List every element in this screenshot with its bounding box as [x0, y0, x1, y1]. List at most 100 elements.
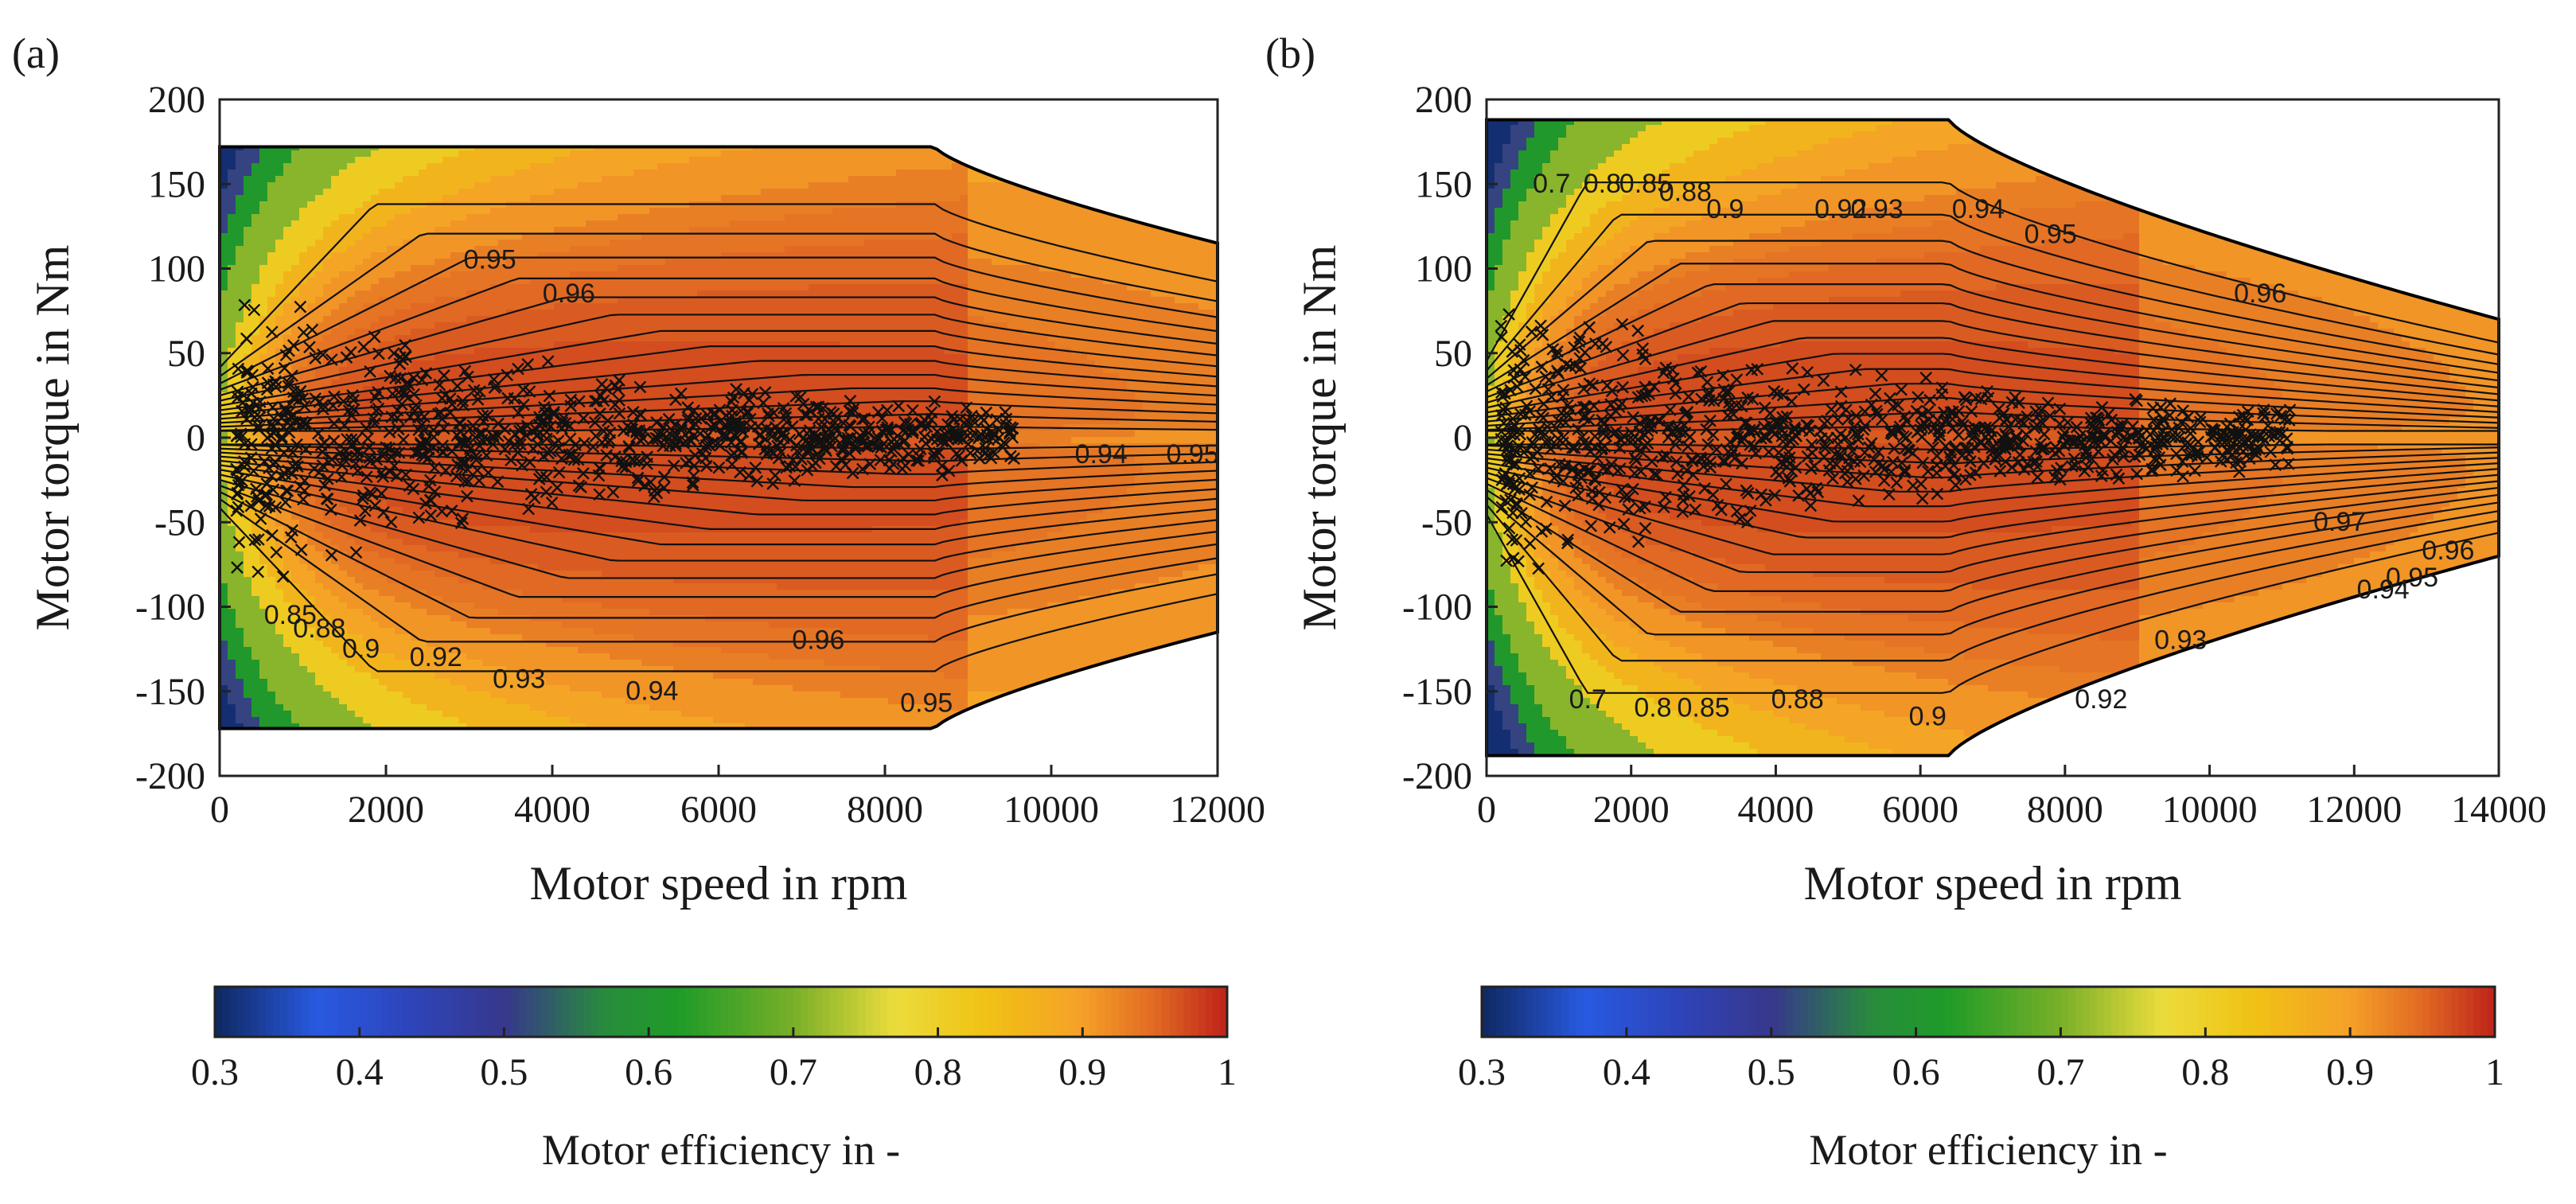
efficiency-cell	[538, 303, 547, 310]
efficiency-cell	[363, 176, 372, 183]
efficiency-cell	[339, 666, 348, 673]
efficiency-cell	[490, 354, 499, 361]
efficiency-cell	[387, 762, 396, 769]
efficiency-cell	[251, 577, 260, 584]
efficiency-cell	[450, 169, 459, 177]
efficiency-cell	[275, 742, 284, 750]
efficiency-cell	[490, 233, 499, 240]
efficiency-cell	[355, 150, 364, 158]
efficiency-cell	[427, 475, 435, 482]
efficiency-cell	[331, 259, 340, 266]
efficiency-cell	[267, 526, 276, 533]
efficiency-cell	[371, 112, 380, 119]
efficiency-cell	[570, 284, 579, 291]
efficiency-cell	[554, 762, 563, 769]
efficiency-cell	[251, 252, 260, 259]
efficiency-cell	[442, 119, 451, 126]
efficiency-cell	[363, 551, 372, 559]
efficiency-cell	[283, 564, 292, 571]
efficiency-cell	[228, 736, 236, 743]
efficiency-cell	[466, 685, 475, 692]
efficiency-cell	[331, 208, 340, 215]
efficiency-cell	[498, 634, 507, 641]
efficiency-cell	[482, 176, 491, 183]
efficiency-cell	[331, 679, 340, 686]
efficiency-cell	[220, 532, 228, 540]
efficiency-cell	[315, 220, 324, 228]
efficiency-cell	[411, 494, 419, 501]
efficiency-cell	[578, 233, 587, 240]
efficiency-cell	[435, 762, 443, 769]
efficiency-cell	[538, 106, 547, 113]
efficiency-cell	[283, 176, 292, 183]
efficiency-cell	[379, 698, 388, 705]
efficiency-cell	[522, 310, 531, 317]
efficiency-cell	[275, 303, 284, 310]
efficiency-cell	[506, 112, 515, 119]
efficiency-cell	[307, 189, 316, 196]
efficiency-cell	[562, 736, 571, 743]
efficiency-cell	[482, 501, 491, 508]
efficiency-cell	[419, 583, 427, 590]
efficiency-cell	[259, 189, 268, 196]
efficiency-cell	[435, 125, 443, 132]
efficiency-cell	[466, 208, 475, 215]
efficiency-cell	[570, 736, 579, 743]
efficiency-cell	[379, 119, 388, 126]
efficiency-cell	[347, 615, 356, 622]
efficiency-cell	[546, 660, 555, 667]
efficiency-cell	[419, 265, 427, 272]
efficiency-cell	[251, 692, 260, 699]
efficiency-cell	[220, 290, 228, 298]
efficiency-cell	[371, 227, 380, 234]
efficiency-cell	[530, 150, 539, 158]
efficiency-cell	[355, 475, 364, 482]
efficiency-cell	[307, 316, 316, 323]
efficiency-cell	[299, 322, 308, 329]
efficiency-cell	[442, 501, 451, 508]
efficiency-cell	[530, 628, 539, 635]
efficiency-cell	[570, 666, 579, 673]
efficiency-cell	[522, 736, 531, 743]
efficiency-cell	[387, 418, 396, 425]
efficiency-cell	[442, 290, 451, 298]
efficiency-cell	[299, 526, 308, 533]
efficiency-cell	[554, 577, 563, 584]
efficiency-cell	[395, 583, 403, 590]
efficiency-cell	[347, 469, 356, 476]
efficiency-cell	[466, 634, 475, 641]
efficiency-cell	[482, 348, 491, 355]
efficiency-cell	[299, 742, 308, 750]
efficiency-cell	[307, 169, 316, 177]
efficiency-cell	[450, 545, 459, 552]
efficiency-cell	[339, 290, 348, 298]
efficiency-cell	[490, 131, 499, 138]
efficiency-cell	[307, 322, 316, 329]
efficiency-cell	[427, 507, 435, 514]
efficiency-cell	[371, 558, 380, 565]
efficiency-cell	[331, 316, 340, 323]
efficiency-cell	[267, 583, 276, 590]
efficiency-cell	[482, 360, 491, 368]
efficiency-cell	[578, 431, 587, 438]
efficiency-cell	[435, 360, 443, 368]
efficiency-cell	[291, 520, 300, 527]
efficiency-cell	[450, 106, 459, 113]
efficiency-cell	[236, 169, 244, 177]
efficiency-cell	[578, 119, 587, 126]
efficiency-cell	[283, 195, 292, 202]
efficiency-cell	[307, 163, 316, 170]
efficiency-cell	[220, 634, 228, 641]
efficiency-cell	[562, 666, 571, 673]
efficiency-cell	[562, 176, 571, 183]
efficiency-cell	[307, 768, 316, 775]
efficiency-cell	[259, 768, 268, 775]
efficiency-cell	[251, 723, 260, 729]
efficiency-cell	[450, 329, 459, 336]
efficiency-cell	[347, 189, 356, 196]
efficiency-cell	[442, 481, 451, 489]
efficiency-cell	[578, 704, 587, 711]
efficiency-cell	[578, 208, 587, 215]
efficiency-cell	[450, 227, 459, 234]
efficiency-cell	[530, 284, 539, 291]
